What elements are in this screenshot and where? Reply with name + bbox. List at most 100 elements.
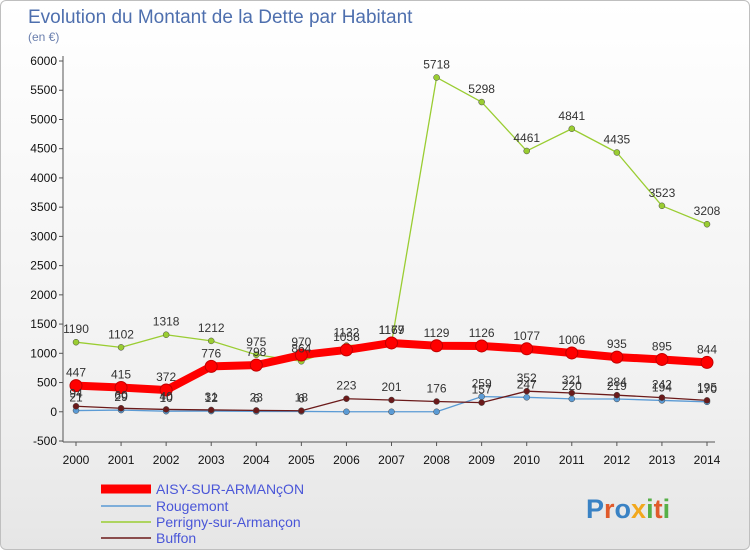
series-point xyxy=(433,74,440,81)
series-point xyxy=(343,408,350,416)
x-tick-label: 2012 xyxy=(604,453,631,467)
logo-letter: i xyxy=(646,494,654,524)
y-tick-label: 2500 xyxy=(30,259,57,273)
x-tick-label: 2010 xyxy=(513,453,540,467)
y-tick-label: 2000 xyxy=(30,288,57,302)
series-point xyxy=(294,348,308,362)
series-point xyxy=(568,389,576,397)
y-tick-label: 5500 xyxy=(30,83,57,97)
data-label: 1318 xyxy=(153,315,180,329)
logo-letter: t xyxy=(654,494,663,524)
series-point xyxy=(565,346,579,360)
data-label: 29 xyxy=(114,390,128,404)
chart-title: Evolution du Montant de la Dette par Hab… xyxy=(28,7,413,28)
series-point xyxy=(249,358,263,372)
series-point xyxy=(388,408,395,416)
data-label: 10 xyxy=(159,391,173,405)
series-point xyxy=(69,379,83,393)
series-point xyxy=(72,338,80,346)
series-point xyxy=(523,394,530,401)
x-tick-label: 2002 xyxy=(153,453,180,467)
series-point xyxy=(253,351,260,359)
data-label: 3523 xyxy=(649,186,676,200)
series-point xyxy=(388,396,395,404)
data-label: 194 xyxy=(652,380,672,394)
series-point xyxy=(207,337,215,345)
data-label: 895 xyxy=(652,339,672,353)
data-label: 447 xyxy=(66,366,86,380)
data-label: 31 xyxy=(205,390,219,404)
x-tick-label: 2011 xyxy=(559,453,585,467)
logo-letter: x xyxy=(631,494,646,524)
data-label: 157 xyxy=(472,383,492,397)
data-label: 6 xyxy=(253,391,260,405)
data-label: 4841 xyxy=(558,109,585,123)
data-label: 201 xyxy=(381,380,401,394)
data-label: 975 xyxy=(246,335,266,349)
data-label: 247 xyxy=(517,377,537,391)
series-point xyxy=(343,395,350,402)
series-point xyxy=(385,336,398,350)
x-tick-label: 2000 xyxy=(63,453,90,467)
series-point xyxy=(568,395,576,403)
x-tick-label: 2009 xyxy=(468,453,495,467)
data-label: 5718 xyxy=(423,57,450,71)
x-tick-label: 2004 xyxy=(243,453,270,467)
legend: AISY-SUR-ARMANçONRougemontPerrigny-sur-A… xyxy=(101,481,304,546)
data-label: 970 xyxy=(291,335,311,349)
logo-text: Proxiti xyxy=(586,494,670,524)
series-point xyxy=(162,406,170,413)
data-label: 935 xyxy=(607,337,627,351)
data-label: 18 xyxy=(295,391,309,405)
series-point xyxy=(700,355,714,369)
data-label: 242 xyxy=(652,378,672,392)
y-tick-label: 500 xyxy=(37,376,57,390)
series-point xyxy=(204,359,218,373)
y-tick-label: 3000 xyxy=(30,229,57,243)
data-label: 23 xyxy=(250,390,264,404)
data-label: 12 xyxy=(205,391,219,405)
series-point xyxy=(159,383,173,397)
x-tick-label: 2003 xyxy=(198,453,225,467)
series-point xyxy=(520,342,534,356)
y-tick-label: 5000 xyxy=(30,112,57,126)
logo-letter: r xyxy=(604,494,615,524)
series-point xyxy=(568,125,576,133)
data-label: 94 xyxy=(69,386,83,400)
series-point xyxy=(433,398,440,405)
series-point xyxy=(655,352,669,366)
data-label: 1126 xyxy=(469,326,495,340)
y-tick-label: -500 xyxy=(33,434,57,448)
data-label: 798 xyxy=(246,345,266,359)
series-point xyxy=(658,202,666,210)
data-label: 219 xyxy=(607,379,627,393)
data-label: 1177 xyxy=(379,323,405,337)
chart-subtitle: (en €) xyxy=(28,30,59,44)
data-label: 170 xyxy=(697,382,717,396)
data-label: 352 xyxy=(517,371,537,385)
y-tick-label: 1000 xyxy=(30,346,57,360)
data-label: 21 xyxy=(69,391,83,405)
data-label: 4435 xyxy=(604,132,631,146)
legend-label: AISY-SUR-ARMANçON xyxy=(156,481,304,497)
proxiti-logo: Proxiti xyxy=(586,494,670,524)
logo-letter: P xyxy=(586,494,604,524)
data-label: 1058 xyxy=(333,330,360,344)
series-point xyxy=(339,343,353,357)
series-point xyxy=(610,350,624,364)
data-label: 415 xyxy=(111,368,131,382)
x-tick-label: 2013 xyxy=(649,453,676,467)
series-point xyxy=(72,403,80,410)
data-label: 321 xyxy=(562,373,582,387)
series-point xyxy=(478,399,485,406)
data-label: 5298 xyxy=(468,82,495,96)
y-tick-label: 4000 xyxy=(30,171,57,185)
data-label: 195 xyxy=(697,380,717,394)
data-label: 1190 xyxy=(63,322,89,336)
data-label: 4461 xyxy=(513,131,540,145)
data-label: 1212 xyxy=(198,321,225,335)
series-point xyxy=(658,394,666,401)
series-point xyxy=(703,220,711,228)
